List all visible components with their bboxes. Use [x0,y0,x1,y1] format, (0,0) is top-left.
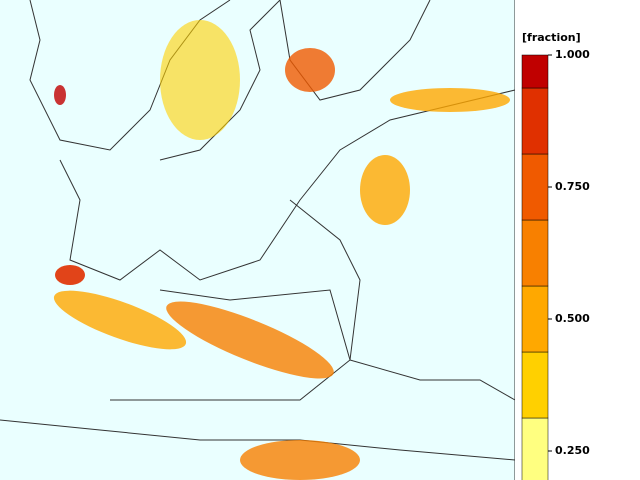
colorbar: 1.000 0.750 0.500 0.250 [521,48,590,480]
map-background [0,0,515,480]
colorbar-tick-label: 0.250 [555,444,590,457]
field [390,88,510,112]
colorbar-tick-label: 0.750 [555,180,590,193]
field [166,301,334,379]
field [55,265,85,285]
colorbar-label: [fraction] [522,31,581,44]
continent-coast [59,89,516,281]
colorbar-band [521,87,549,155]
field [240,440,360,480]
colorbar-band [521,219,549,287]
colorbar-band [521,54,549,89]
colorbar-tick-label: 0.500 [555,312,590,325]
fraction-fields [53,20,510,480]
border-central [110,289,351,401]
field [285,48,335,92]
colorbar-band [521,153,549,221]
field [360,155,410,225]
border-south [0,419,516,461]
sweden-coast [159,0,281,161]
field [53,290,187,350]
colorbar-tick-label: 1.000 [555,48,590,61]
colorbar-band [521,351,549,419]
colorbar-band [521,285,549,353]
field [54,85,66,105]
coastlines [0,0,516,461]
colorbar-band [521,417,549,480]
field [160,20,240,140]
finland-coast [279,0,431,101]
